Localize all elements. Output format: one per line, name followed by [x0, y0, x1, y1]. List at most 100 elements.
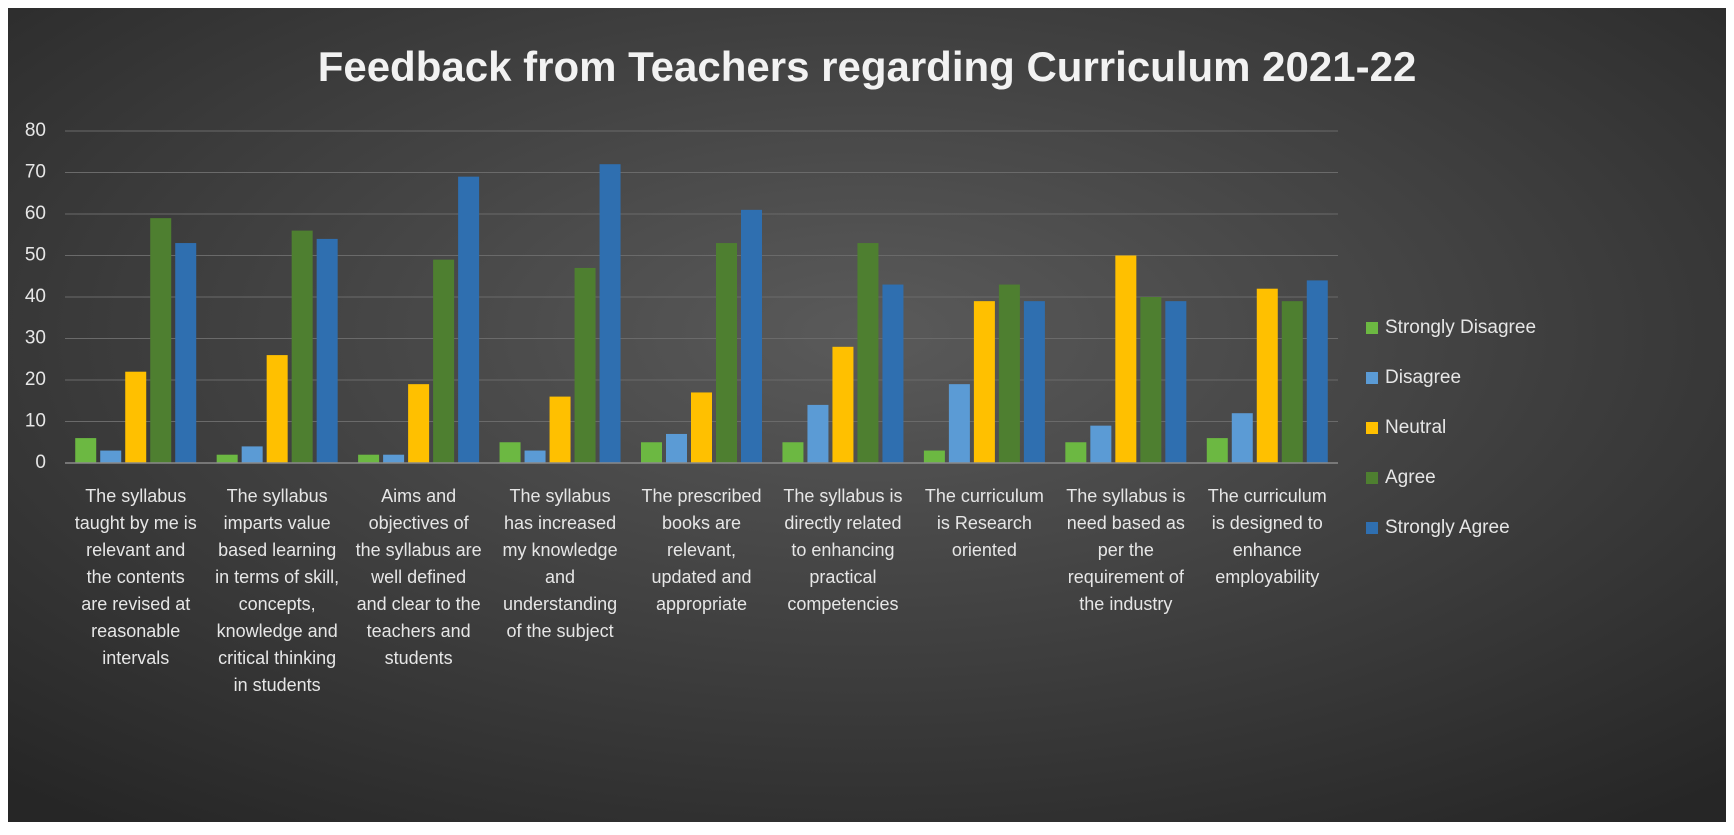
bar [998, 284, 1020, 463]
x-tick-label: competencies [787, 594, 898, 614]
bar [1090, 425, 1112, 463]
y-tick-label: 30 [25, 328, 46, 349]
x-tick-label: The curriculum [925, 486, 1044, 506]
x-tick-label: per the [1098, 540, 1154, 560]
legend-swatch [1366, 472, 1378, 484]
x-tick-label: enhance [1233, 540, 1302, 560]
x-tick-label: is designed to [1212, 513, 1323, 533]
x-tick-label: is Research [937, 513, 1032, 533]
y-tick-label: 60 [25, 203, 46, 224]
bar [1206, 438, 1228, 463]
bar [358, 454, 380, 463]
x-tick-label: need based as [1067, 513, 1185, 533]
x-tick-label: has increased [504, 513, 616, 533]
x-tick-label: based learning [218, 540, 336, 560]
x-tick-label: requirement of [1068, 567, 1185, 587]
bar [973, 301, 995, 463]
bar [216, 454, 238, 463]
x-tick-label: in students [234, 675, 321, 695]
x-tick-label: relevant and [86, 540, 185, 560]
y-tick-label: 70 [25, 162, 46, 183]
bar [666, 433, 687, 463]
x-tick-label: The syllabus [227, 486, 328, 506]
x-tick-label: understanding [503, 594, 617, 614]
x-tick-label: directly related [784, 513, 901, 533]
x-tick-label: reasonable [91, 621, 180, 641]
x-tick-label: Aims and [381, 486, 456, 506]
bar [1165, 301, 1187, 463]
x-tick-label: my knowledge [503, 540, 618, 560]
x-tick-label: imparts value [224, 513, 331, 533]
x-tick-label: teachers and [367, 621, 471, 641]
x-tick-label: employability [1215, 567, 1319, 587]
legend-label: Disagree [1385, 367, 1461, 388]
x-tick-label: oriented [952, 540, 1017, 560]
x-tick-label: The syllabus [510, 486, 611, 506]
bar [857, 243, 879, 463]
x-tick-label: objectives of [369, 513, 470, 533]
bar [832, 346, 854, 463]
bar [549, 396, 571, 463]
bar [1140, 297, 1162, 463]
bar [408, 384, 430, 463]
bar [807, 404, 829, 463]
x-tick-label: appropriate [656, 594, 747, 614]
bar [1256, 288, 1278, 463]
bar [716, 243, 737, 463]
bar [433, 259, 455, 463]
x-tick-label: The syllabus [85, 486, 186, 506]
bar [1231, 413, 1253, 463]
x-tick-label: knowledge and [217, 621, 338, 641]
x-tick-label: books are [662, 513, 741, 533]
bar [100, 450, 122, 463]
x-tick-label: intervals [102, 648, 169, 668]
legend-label: Strongly Agree [1385, 517, 1510, 538]
bar [266, 355, 288, 463]
bar [291, 230, 313, 463]
bar [175, 243, 197, 463]
bar [1023, 301, 1045, 463]
bar [241, 446, 263, 463]
bar [75, 438, 97, 463]
bar [524, 450, 546, 463]
bar [691, 392, 712, 463]
x-tick-label: The syllabus is [783, 486, 902, 506]
y-tick-label: 50 [25, 245, 46, 266]
bar [599, 164, 621, 463]
legend-label: Neutral [1385, 417, 1446, 438]
x-tick-label: concepts, [239, 594, 316, 614]
bar [882, 284, 904, 463]
x-tick-label: are revised at [81, 594, 190, 614]
x-tick-label: and clear to the [357, 594, 481, 614]
x-tick-label: The curriculum [1208, 486, 1327, 506]
legend-swatch [1366, 522, 1378, 534]
bar [458, 176, 480, 463]
x-tick-label: to enhancing [791, 540, 894, 560]
legend-swatch [1366, 322, 1378, 334]
y-tick-label: 80 [25, 120, 46, 141]
y-tick-label: 40 [25, 286, 46, 307]
x-tick-label: relevant, [667, 540, 736, 560]
legend-swatch [1366, 422, 1378, 434]
bar [1065, 442, 1087, 463]
bar [923, 450, 945, 463]
bar [782, 442, 804, 463]
x-tick-label: The syllabus is [1066, 486, 1185, 506]
bar [1306, 280, 1328, 463]
legend-label: Strongly Disagree [1385, 317, 1536, 338]
bar [948, 384, 970, 463]
chart-title: Feedback from Teachers regarding Curricu… [318, 43, 1417, 90]
x-tick-label: The prescribed [641, 486, 761, 506]
bar [499, 442, 521, 463]
y-tick-label: 10 [25, 411, 46, 432]
x-tick-label: students [385, 648, 453, 668]
bar [741, 209, 762, 463]
bar [383, 454, 405, 463]
x-tick-label: well defined [370, 567, 466, 587]
x-tick-label: taught by me is [75, 513, 197, 533]
y-tick-label: 0 [35, 452, 46, 473]
x-tick-label: the contents [87, 567, 185, 587]
x-tick-label: practical [809, 567, 876, 587]
x-tick-label: the industry [1079, 594, 1172, 614]
